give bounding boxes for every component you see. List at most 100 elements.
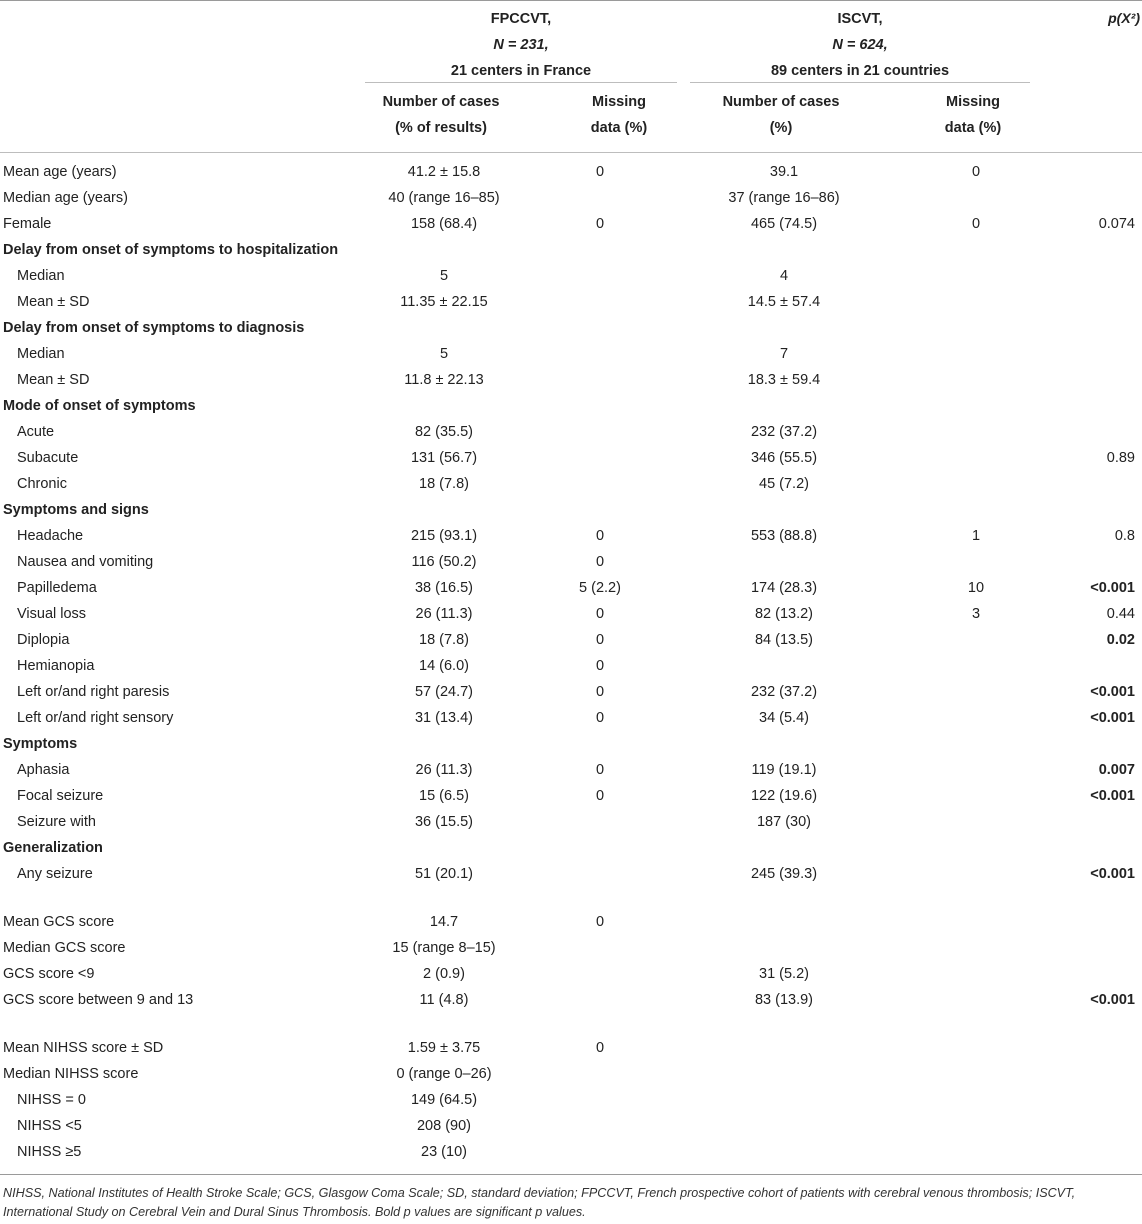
table-row: Diplopia 18 (7.8) 0 84 (13.5) 0.02: [0, 627, 1142, 653]
p-value-cell: [1059, 961, 1142, 987]
p-value-header: p(X²): [1108, 10, 1140, 26]
iscvt-missing-cell: [893, 549, 1059, 575]
fpccvt-missing-cell: [525, 861, 675, 887]
table-rows: Mean age (years) 41.2 ± 15.8 0 39.1 0 Median …: [0, 159, 1142, 1165]
iscvt-missing-cell: [893, 1035, 1059, 1061]
row-label: Chronic: [17, 476, 67, 492]
row-label: Hemianopia: [17, 658, 95, 674]
table-row: Median NIHSS score 0 (range 0–26): [0, 1061, 1142, 1087]
iscvt-missing-cell: [893, 289, 1059, 315]
p-value-cell: [1059, 909, 1142, 935]
table-row: Acute 82 (35.5) 232 (37.2): [0, 419, 1142, 445]
iscvt-missing-cell: [893, 783, 1059, 809]
row-label: Papilledema: [17, 580, 97, 596]
fpccvt-missing-cell: 0: [595, 632, 605, 648]
iscvt-cases-cell: [675, 1113, 893, 1139]
iscvt-cases-cell: 119 (19.1): [751, 762, 817, 778]
p-value-cell: [1059, 471, 1142, 497]
fpccvt-cases-cell: 15 (range 8–15): [392, 940, 496, 956]
table-body: Mean age (years) 41.2 ± 15.8 0 39.1 0 Median …: [0, 159, 1142, 1165]
row-label: Mean GCS score: [3, 914, 115, 930]
fpccvt-cases-cell: 40 (range 16–85): [388, 190, 500, 206]
row-label: Seizure with: [17, 814, 96, 830]
p-value-cell: <0.001: [1090, 866, 1135, 882]
fpccvt-cases-cell: 0 (range 0–26): [396, 1066, 492, 1082]
table-row: GCS score between 9 and 13 11 (4.8) 83 (13…: [0, 987, 1142, 1013]
row-label: NIHSS <5: [17, 1118, 82, 1134]
p-value-cell: [1059, 263, 1142, 289]
fpccvt-cases-cell: 5: [439, 346, 449, 362]
fpccvt-missing-cell: [525, 1087, 675, 1113]
table-footnote: NIHSS, National Institutes of Health Str…: [3, 1186, 1076, 1219]
fpccvt-cases-cell: 149 (64.5): [410, 1092, 478, 1108]
section-label: Symptoms: [3, 736, 78, 752]
group-header-iscvt: ISCVT, N = 624, 89 centers in 21 countri…: [690, 6, 1030, 84]
iscvt-cases-cell: [675, 549, 893, 575]
subheader-iscvt-missing-line1: Missing: [946, 94, 1000, 110]
fpccvt-cases-cell: 23 (10): [421, 1144, 467, 1160]
section-label: Mode of onset of symptoms: [3, 398, 196, 414]
fpccvt-missing-cell: 0: [595, 606, 605, 622]
fpccvt-cases-cell: 51 (20.1): [414, 866, 474, 882]
iscvt-missing-cell: 10: [967, 580, 985, 596]
iscvt-missing-cell: [893, 471, 1059, 497]
iscvt-missing-cell: 1: [971, 528, 981, 544]
fpccvt-missing-cell: 0: [595, 164, 605, 180]
fpccvt-missing-cell: [525, 935, 675, 961]
iscvt-cases-cell: 83 (13.9): [754, 992, 814, 1008]
iscvt-missing-cell: [893, 1087, 1059, 1113]
fpccvt-cases-cell: 131 (56.7): [410, 450, 478, 466]
iscvt-missing-cell: [893, 705, 1059, 731]
iscvt-missing-cell: [893, 1113, 1059, 1139]
p-value-cell: [1059, 159, 1142, 185]
iscvt-cases-cell: [675, 1087, 893, 1113]
section-header-row: Mode of onset of symptoms: [0, 393, 1142, 419]
iscvt-missing-cell: [893, 263, 1059, 289]
subheader-fpccvt-cases-line1: Number of cases: [382, 94, 500, 110]
table-row: Median GCS score 15 (range 8–15): [0, 935, 1142, 961]
p-value-cell: 0.02: [1106, 632, 1135, 648]
fpccvt-cases-cell: 36 (15.5): [414, 814, 474, 830]
p-value-cell: 0.89: [1106, 450, 1135, 466]
fpccvt-cases-cell: 1.59 ± 3.75: [407, 1040, 481, 1056]
group-header-fpccvt-line3: 21 centers in France: [450, 63, 592, 79]
p-value-cell: <0.001: [1090, 710, 1135, 726]
iscvt-cases-cell: 187 (30): [756, 814, 811, 830]
row-label: Left or/and right paresis: [17, 684, 170, 700]
row-label: Median: [17, 268, 65, 284]
iscvt-cases-cell: 34 (5.4): [759, 710, 809, 726]
iscvt-cases-cell: 122 (19.6): [750, 788, 818, 804]
iscvt-missing-cell: 0: [971, 216, 981, 232]
p-value-cell: [1059, 1035, 1142, 1061]
iscvt-missing-cell: [893, 961, 1059, 987]
iscvt-missing-cell: [893, 185, 1059, 211]
fpccvt-missing-cell: [525, 809, 675, 835]
fpccvt-missing-cell: [525, 367, 675, 393]
fpccvt-missing-cell: [525, 1113, 675, 1139]
table-row: Mean ± SD 11.35 ± 22.15 14.5 ± 57.4: [0, 289, 1142, 315]
fpccvt-missing-cell: 0: [595, 788, 605, 804]
fpccvt-missing-cell: [525, 185, 675, 211]
table-row: Mean NIHSS score ± SD 1.59 ± 3.75 0: [0, 1035, 1142, 1061]
iscvt-cases-cell: 82 (13.2): [754, 606, 814, 622]
group-header-iscvt-line3: 89 centers in 21 countries: [770, 63, 950, 79]
row-label: Mean ± SD: [17, 294, 90, 310]
subheader-fpccvt-missing-line2: data (%): [590, 120, 648, 136]
group-rule-iscvt: [690, 82, 1030, 83]
fpccvt-missing-cell: 0: [595, 914, 605, 930]
fpccvt-cases-cell: 215 (93.1): [410, 528, 478, 544]
group-header-fpccvt-line1: FPCCVT,: [490, 11, 552, 27]
iscvt-missing-cell: [893, 679, 1059, 705]
p-value-cell: [1059, 419, 1142, 445]
fpccvt-missing-cell: [525, 987, 675, 1013]
row-label: Female: [3, 216, 52, 232]
table-row: Median age (years) 40 (range 16–85) 37 (ra…: [0, 185, 1142, 211]
fpccvt-cases-cell: 41.2 ± 15.8: [407, 164, 481, 180]
row-label: Diplopia: [17, 632, 70, 648]
table-row: Mean age (years) 41.2 ± 15.8 0 39.1 0: [0, 159, 1142, 185]
iscvt-cases-cell: 31 (5.2): [759, 966, 809, 982]
row-label: Left or/and right sensory: [17, 710, 174, 726]
group-header-iscvt-line2: N = 624,: [832, 37, 888, 53]
fpccvt-cases-cell: 26 (11.3): [415, 606, 473, 622]
fpccvt-missing-cell: 0: [595, 762, 605, 778]
